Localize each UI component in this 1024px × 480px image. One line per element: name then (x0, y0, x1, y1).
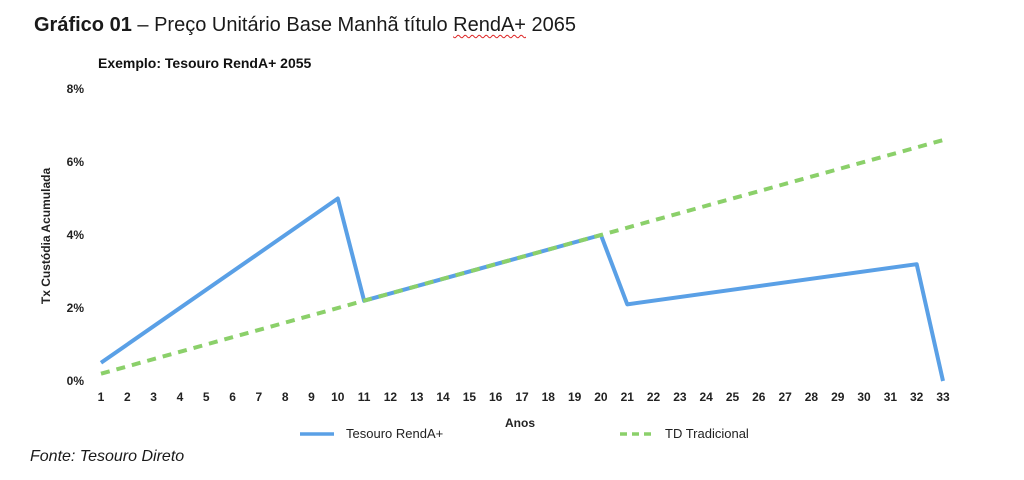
x-tick-label: 21 (621, 390, 635, 404)
y-tick-label: 2% (67, 301, 85, 315)
figure-number: Gráfico 01 (34, 14, 132, 36)
series-line-1 (100, 138, 944, 376)
x-tick-labels: 1 2 3 4 5 6 7 8 9 10 11 12 13 14 15 16 17 18 19 20 21 22 23 24 2… (98, 390, 950, 404)
x-tick-label: 20 (594, 390, 608, 404)
x-tick-label: 17 (515, 390, 529, 404)
y-axis-label: Tx Custódia Acumulada (39, 168, 53, 305)
x-tick-label: 29 (831, 390, 845, 404)
x-tick-label: 19 (568, 390, 582, 404)
series-lines (99, 138, 945, 382)
heading-suffix: 2065 (525, 14, 577, 36)
figure-heading: Gráfico 01 – Preço Unitário Base Manhã t… (34, 14, 576, 37)
heading-text: Preço Unitário Base Manhã título (154, 14, 454, 36)
chart-title: Exemplo: Tesouro RendA+ 2055 (98, 55, 312, 71)
x-tick-label: 25 (726, 390, 740, 404)
x-tick-label: 30 (857, 390, 871, 404)
heading-underlined-word: RendA+ (453, 14, 526, 36)
x-tick-label: 1 (98, 390, 105, 404)
x-tick-label: 15 (463, 390, 477, 404)
x-tick-label: 33 (936, 390, 950, 404)
x-tick-label: 32 (910, 390, 924, 404)
x-tick-label: 8 (282, 390, 289, 404)
y-tick-label: 8% (67, 82, 85, 96)
x-tick-label: 26 (752, 390, 766, 404)
x-tick-label: 31 (884, 390, 898, 404)
x-tick-label: 3 (150, 390, 157, 404)
x-tick-label: 13 (410, 390, 424, 404)
x-tick-label: 22 (647, 390, 661, 404)
source-note: Fonte: Tesouro Direto (30, 448, 185, 465)
x-tick-label: 16 (489, 390, 503, 404)
x-tick-label: 18 (542, 390, 556, 404)
x-tick-label: 7 (256, 390, 263, 404)
x-axis-label: Anos (505, 416, 535, 430)
x-tick-label: 28 (805, 390, 819, 404)
y-tick-label: 0% (67, 374, 85, 388)
series-line-0 (99, 196, 945, 382)
x-tick-label: 2 (124, 390, 131, 404)
y-tick-labels: 0% 2% 4% 6% 8% (67, 82, 85, 388)
x-tick-label: 11 (358, 390, 371, 404)
legend-label-tradicional: TD Tradicional (665, 426, 749, 441)
x-tick-label: 6 (229, 390, 236, 404)
x-tick-label: 27 (778, 390, 792, 404)
x-tick-label: 10 (331, 390, 345, 404)
x-tick-label: 23 (673, 390, 687, 404)
heading-dash: – (131, 14, 155, 36)
y-tick-label: 4% (67, 228, 85, 242)
legend: Tesouro RendA+ TD Tradicional (300, 426, 749, 441)
legend-label-rendaplus: Tesouro RendA+ (346, 426, 443, 441)
x-tick-label: 14 (436, 390, 450, 404)
x-tick-label: 5 (203, 390, 210, 404)
x-tick-label: 12 (384, 390, 398, 404)
x-tick-label: 24 (700, 390, 714, 404)
x-tick-label: 9 (308, 390, 315, 404)
y-tick-label: 6% (67, 155, 85, 169)
x-tick-label: 4 (177, 390, 184, 404)
